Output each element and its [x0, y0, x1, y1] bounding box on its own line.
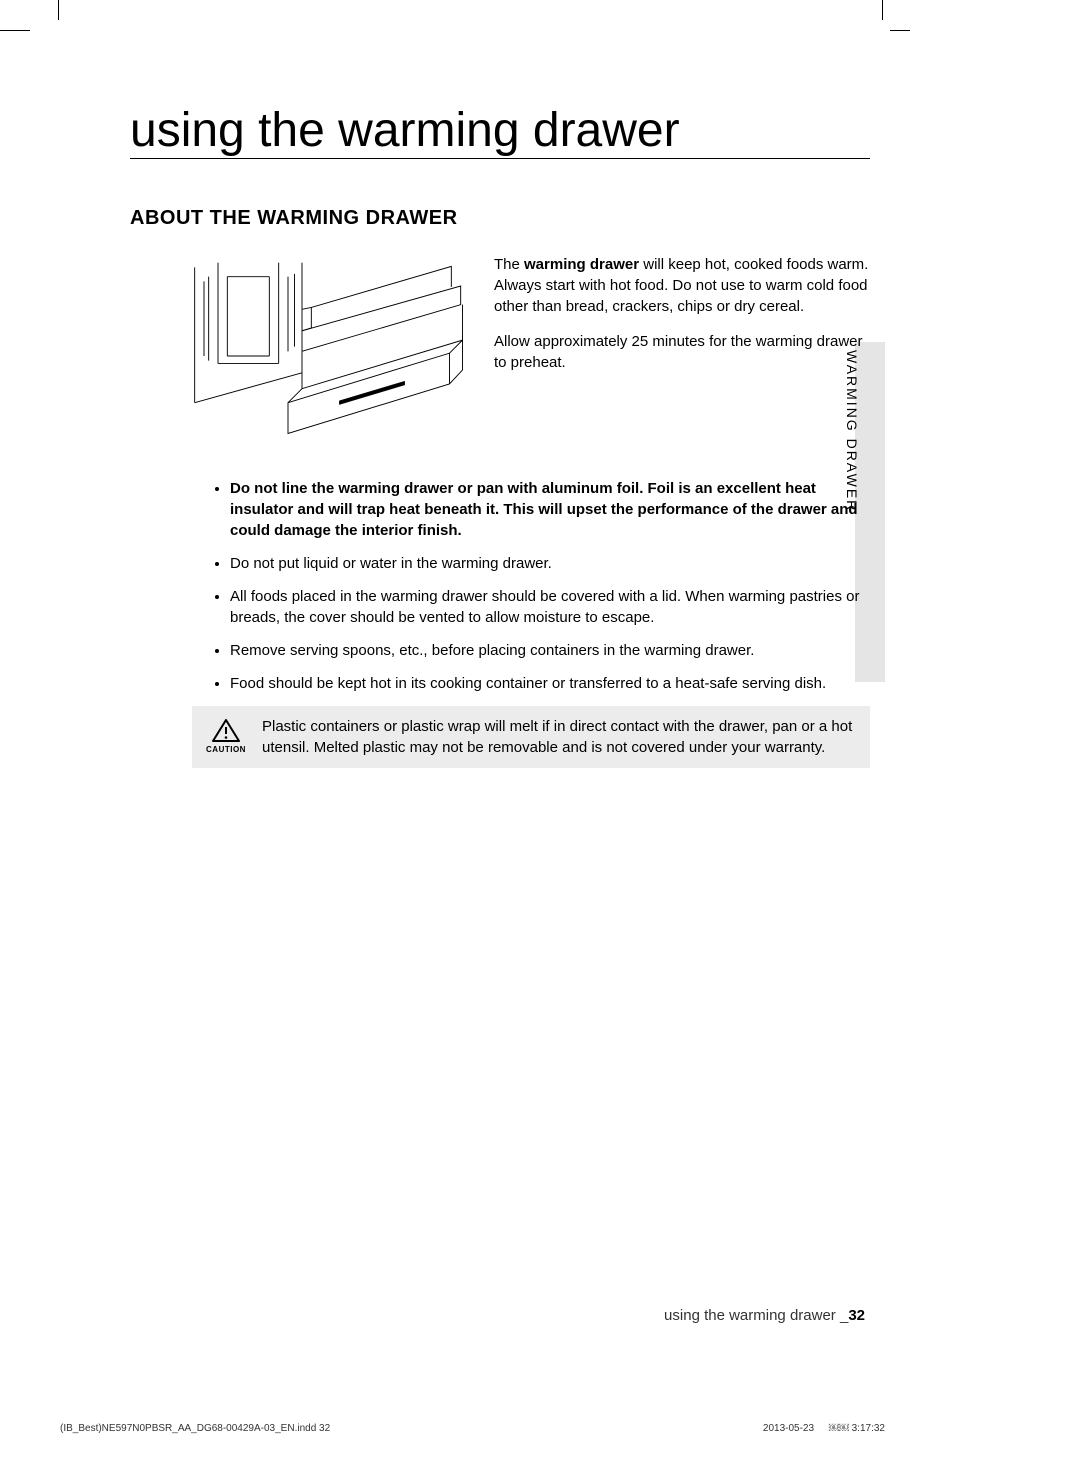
intro-paragraph-2: Allow approximately 25 minutes for the w…: [494, 331, 870, 373]
text-bold: warming drawer: [524, 256, 639, 273]
text: The: [494, 256, 524, 273]
list-item: Do not put liquid or water in the warmin…: [230, 553, 870, 574]
page-content: using the warming drawer ABOUT THE WARMI…: [130, 105, 870, 768]
crop-mark: [58, 0, 59, 20]
intro-text: The warming drawer will keep hot, cooked…: [494, 254, 870, 454]
intro-paragraph-1: The warming drawer will keep hot, cooked…: [494, 254, 870, 317]
warming-drawer-illustration: [130, 254, 470, 454]
page-number: 32: [848, 1307, 865, 1324]
section-heading: ABOUT THE WARMING DRAWER: [130, 207, 870, 230]
caution-label: CAUTION: [206, 745, 246, 754]
caution-text: Plastic containers or plastic wrap will …: [262, 716, 856, 758]
caution-icon-wrap: CAUTION: [206, 719, 246, 754]
page-footer: using the warming drawer _32: [664, 1307, 865, 1324]
print-meta: 2013-05-23 ￼￼ 3:17:32: [751, 1423, 885, 1434]
crop-mark: [882, 0, 883, 20]
print-footer: (IB_Best)NE597N0PBSR_AA_DG68-00429A-03_E…: [60, 1423, 885, 1434]
crop-mark: [0, 30, 30, 31]
caution-icon: [212, 719, 240, 743]
list-item: All foods placed in the warming drawer s…: [230, 586, 870, 628]
bullet-list: Do not line the warming drawer or pan wi…: [130, 478, 870, 694]
intro-row: The warming drawer will keep hot, cooked…: [130, 254, 870, 454]
footer-text: using the warming drawer _: [664, 1307, 848, 1324]
list-item: Food should be kept hot in its cooking c…: [230, 673, 870, 694]
print-date: 2013-05-23: [763, 1423, 814, 1434]
list-item: Do not line the warming drawer or pan wi…: [230, 478, 870, 541]
caution-box: CAUTION Plastic containers or plastic wr…: [192, 706, 870, 768]
list-item: Remove serving spoons, etc., before plac…: [230, 640, 870, 661]
page-title: using the warming drawer: [130, 105, 870, 159]
print-file: (IB_Best)NE597N0PBSR_AA_DG68-00429A-03_E…: [60, 1423, 330, 1434]
crop-mark: [890, 30, 910, 31]
print-time: ￼￼ 3:17:32: [829, 1423, 885, 1434]
